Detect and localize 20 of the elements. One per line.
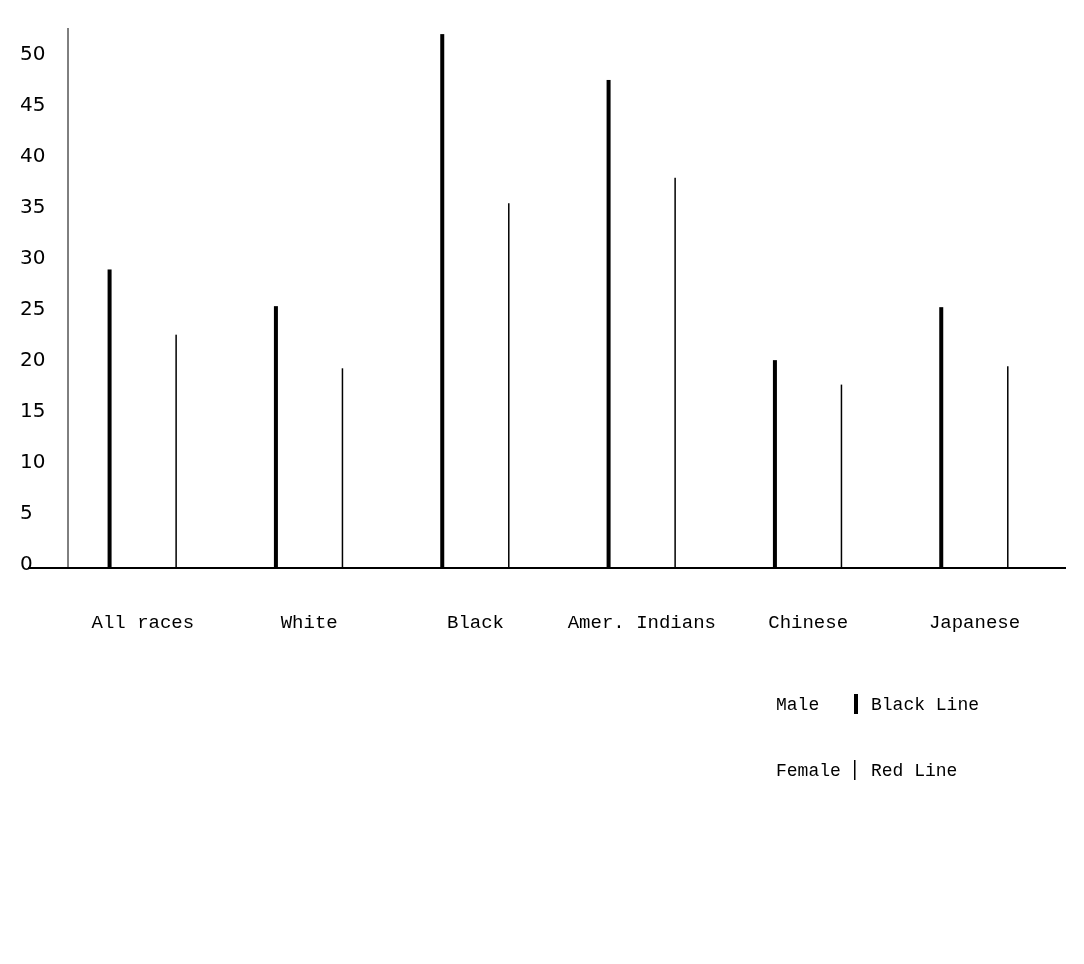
x-tick-label: Black (447, 612, 505, 634)
y-tick-label: 40 (20, 142, 46, 167)
x-tick-label: Amer. Indians (567, 612, 716, 634)
x-tick-label: Japanese (928, 612, 1021, 634)
y-tick-label: 15 (20, 397, 46, 422)
legend-label: Female (776, 761, 841, 781)
x-tick-label: Chinese (768, 612, 849, 634)
y-tick-label: 35 (20, 193, 46, 218)
y-tick-label: 25 (20, 295, 46, 320)
y-tick-label: 5 (20, 499, 33, 524)
y-tick-label: 20 (20, 346, 46, 371)
legend-label: Male (776, 695, 820, 715)
y-tick-label: 10 (20, 448, 46, 473)
text: Red Line (871, 761, 958, 781)
x-tick-label: All races (91, 612, 195, 634)
text: Black Line (871, 695, 980, 715)
x-tick-label: White (280, 612, 338, 634)
y-tick-label: 45 (20, 92, 46, 117)
y-tick-label: 50 (20, 41, 46, 66)
y-tick-label: 30 (20, 244, 46, 269)
